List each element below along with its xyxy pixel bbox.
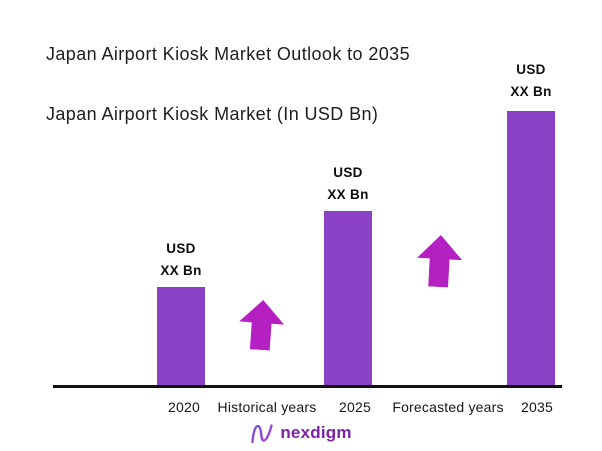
page-title: Japan Airport Kiosk Market Outlook to 20… [46, 44, 410, 64]
bar-value-line2: XX Bn [160, 263, 202, 278]
bar-value-line2: XX Bn [327, 187, 369, 202]
bar-value-line1: USD [166, 241, 196, 256]
x-axis-annotation-historical: Historical years [217, 399, 317, 415]
x-axis-label-2035: 2035 [521, 399, 553, 415]
bar-2035 [507, 111, 555, 387]
x-axis-label-2025: 2025 [339, 399, 371, 415]
x-axis-annotation-forecasted: Forecasted years [392, 399, 504, 415]
bar-2020 [157, 287, 205, 387]
bar-value-label-2035: USD XX Bn [486, 59, 576, 103]
x-axis-line [53, 385, 562, 388]
bar-value-line1: USD [333, 165, 363, 180]
chart-subtitle: Japan Airport Kiosk Market (In USD Bn) [46, 104, 379, 124]
brand-logo: nexdigm [0, 419, 602, 447]
growth-up-arrow-icon [237, 298, 285, 351]
bar-value-label-2020: USD XX Bn [136, 238, 226, 282]
bar-value-line1: USD [516, 62, 546, 77]
bar-value-label-2025: USD XX Bn [303, 162, 393, 206]
bar-value-line2: XX Bn [510, 84, 552, 99]
growth-up-arrow-icon [416, 234, 464, 288]
brand-name: nexdigm [280, 423, 352, 442]
bar-2025 [324, 211, 372, 387]
nexdigm-wave-icon [251, 423, 274, 443]
x-axis-label-2020: 2020 [168, 399, 200, 415]
